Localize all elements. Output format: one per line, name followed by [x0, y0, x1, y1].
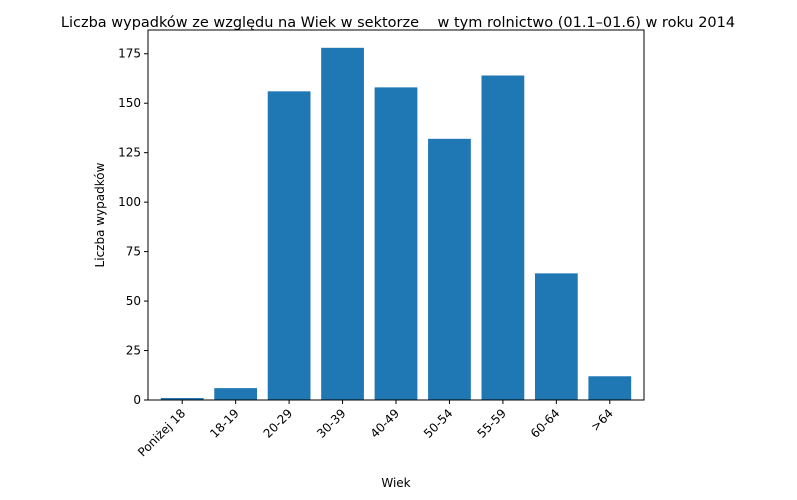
bar-50-54: [428, 138, 471, 400]
chart-title: Liczba wypadków ze względu na Wiek w sek…: [61, 15, 735, 31]
x-axis: Poniżej 18 18-19 20-29 30-39 40-49 50-54 55-59…: [135, 400, 616, 459]
y-tick-label: 100: [118, 195, 141, 209]
bar-poni-ej-18: [160, 398, 204, 400]
y-axis: 0 25 50 75 100 125 150 175: [118, 47, 148, 407]
y-tick-label: 125: [118, 146, 141, 160]
y-tick-label: 25: [126, 344, 141, 358]
y-axis-title: Liczba wypadków: [93, 162, 107, 267]
y-tick-label: 175: [118, 47, 141, 61]
y-tick-label: 150: [118, 96, 141, 110]
y-tick-label: 75: [126, 245, 141, 259]
bar-64: [588, 376, 632, 400]
x-tick-label: 20-29: [261, 406, 296, 441]
bars-layer: [160, 47, 632, 401]
x-tick-label: 40-49: [368, 406, 403, 441]
y-tick-label: 0: [133, 393, 141, 407]
bar-55-59: [481, 75, 525, 400]
y-tick-label: 50: [126, 294, 141, 308]
x-tick-label: 60-64: [528, 406, 563, 441]
bar-30-39: [321, 47, 364, 401]
bar-20-29: [267, 91, 311, 400]
x-tick-label: Poniżej 18: [135, 406, 188, 459]
x-axis-title: Wiek: [381, 476, 410, 490]
bar-18-19: [214, 388, 258, 400]
x-tick-label: 55-59: [474, 406, 509, 441]
x-tick-label: 50-54: [421, 406, 456, 441]
x-tick-label: 30-39: [314, 406, 349, 441]
x-tick-label: >64: [588, 406, 616, 434]
bar-60-64: [534, 273, 578, 400]
bar-40-49: [374, 87, 418, 400]
x-tick-label: 18-19: [207, 406, 242, 441]
plot-frame: [147, 29, 645, 401]
